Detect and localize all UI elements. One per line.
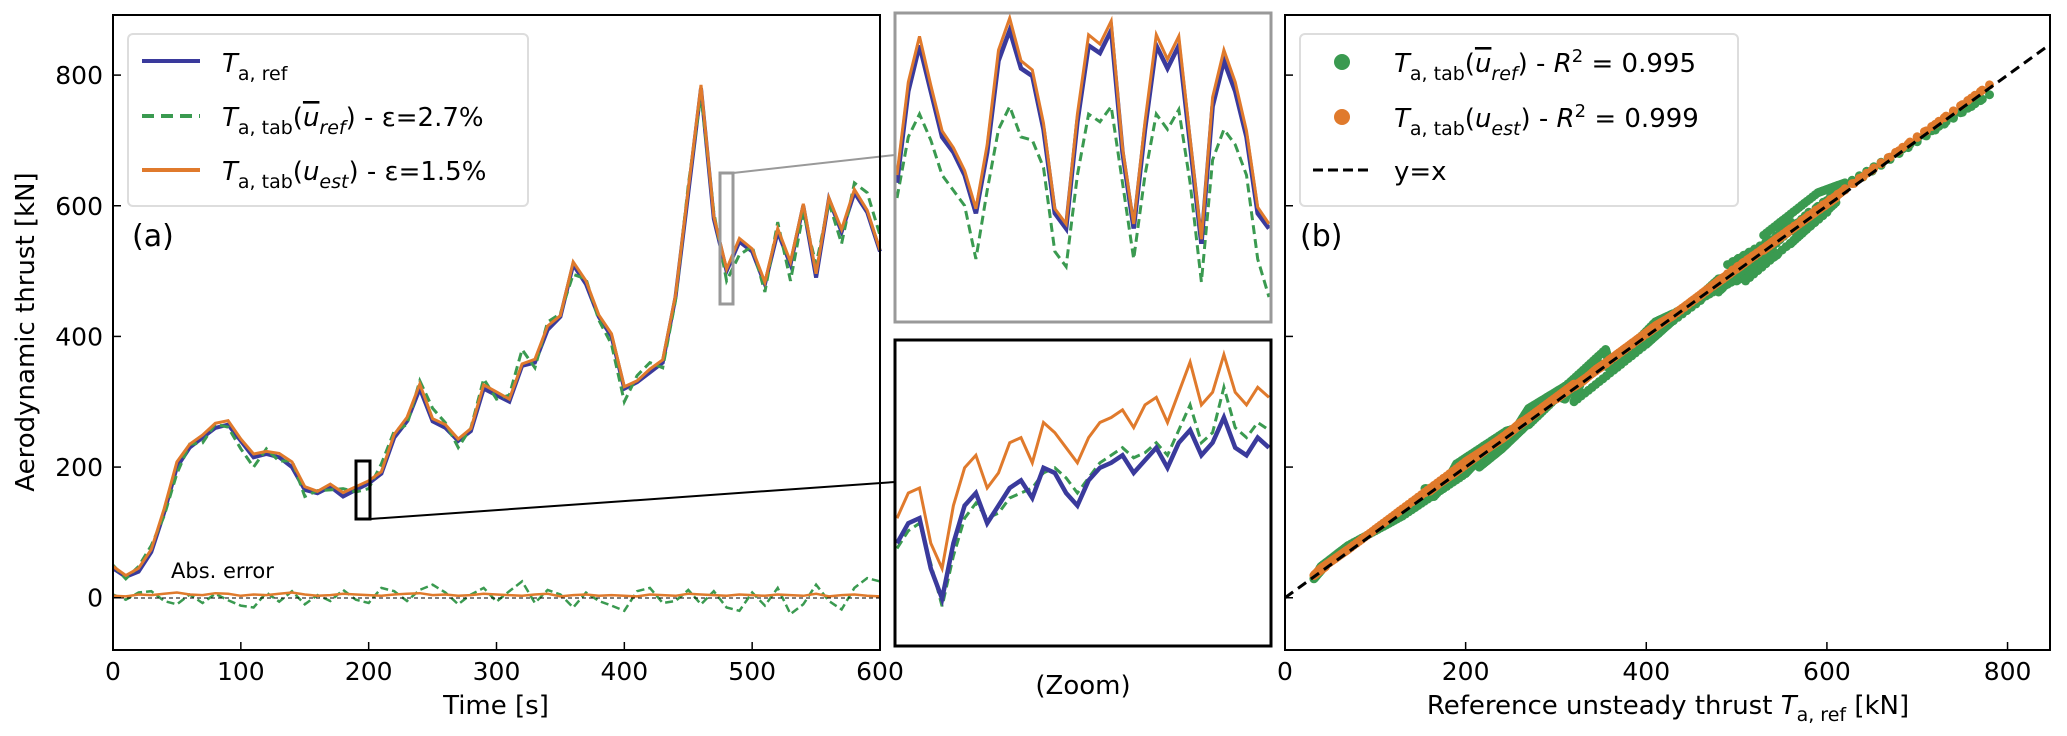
scatter-point-tab-uest: [1948, 106, 1958, 116]
scatter-point-tab-uest: [1912, 132, 1922, 142]
panel-a-error-lines: [112, 576, 881, 617]
series-line-tab-uref: [111, 94, 882, 581]
x-tick-label: 200: [1442, 657, 1490, 686]
inset-xlabel: (Zoom): [1035, 671, 1130, 701]
scatter-point-tab-uref: [1985, 90, 1994, 100]
panel-b-ticks: 0 200 400 600 800: [1277, 74, 2032, 686]
panel-a-ticks: 0 100 200 300 400 500 600 0 200 400 600 800: [55, 61, 904, 686]
x-tick-label: 0: [105, 657, 121, 686]
legend-label-ref: Ta, ref: [222, 49, 289, 85]
series-line-tab-uest: [112, 84, 882, 578]
zoom-connector-bottom: [369, 481, 896, 520]
zoom-connector-top: [732, 154, 896, 174]
x-tick-label: 600: [1803, 657, 1851, 686]
zoom-insets: (Zoom): [893, 11, 1273, 701]
panel-a-legend: Ta, ref Ta, tab(uref) - ε=2.7% Ta, tab(u…: [127, 33, 529, 207]
y-tick-label: 0: [87, 584, 103, 613]
legend-marker-tab-uref: [1334, 54, 1350, 70]
inset-line-ref: [895, 411, 1271, 607]
zoom-box-bottom: [354, 459, 372, 521]
x-tick-label: 400: [1622, 657, 1670, 686]
scatter-point-tab-uest: [1976, 87, 1985, 96]
y-equals-x-line: [1284, 43, 2051, 599]
scatter-point-tab-uest: [1696, 290, 1705, 300]
panel-a-label: (a): [132, 219, 174, 254]
panel-b: 0 200 400 600 800 (b) Reference unsteady thr…: [1277, 14, 2051, 726]
inset-line-ref: [894, 22, 1271, 245]
inset-top-lines: [894, 12, 1271, 298]
panel-b-scatter: [1309, 80, 1994, 584]
y-tick-label: 200: [55, 453, 103, 482]
inset-line-tab-uref: [895, 381, 1270, 607]
y-tick-label: 800: [55, 61, 103, 90]
scatter-point-tab-uest: [1759, 245, 1769, 255]
legend-box: [127, 33, 529, 207]
x-tick-label: 300: [473, 657, 521, 686]
error-line-tab-uref: [112, 576, 881, 617]
inset-line-tab-uref: [895, 102, 1271, 298]
x-tick-label: 400: [600, 657, 648, 686]
error-line-tab-uest: [112, 591, 881, 598]
inset-line-tab-uest: [895, 12, 1271, 240]
abs-error-annotation: Abs. error: [171, 559, 274, 583]
legend-label-tab-uref-r2: Ta, tab(uref) - R2 = 0.995: [1394, 46, 1696, 85]
y-tick-label: 600: [55, 192, 103, 221]
panel-a-lines: [111, 84, 882, 581]
x-tick-label: 500: [728, 657, 776, 686]
zoom-box-top: [718, 171, 735, 306]
inset-bottom-lines: [895, 349, 1271, 607]
legend-marker-tab-uest: [1334, 109, 1350, 125]
panel-a-ylabel: Aerodynamic thrust [kN]: [11, 172, 41, 491]
scatter-point-tab-uest: [1858, 172, 1868, 182]
panel-b-legend: Ta, tab(uref) - R2 = 0.995 Ta, tab(uest)…: [1299, 33, 1739, 207]
inset-line-tab-uest: [895, 349, 1270, 574]
inset-top-frame: [893, 11, 1273, 324]
legend-box: [1299, 33, 1739, 207]
legend-label-yx: y=x: [1394, 157, 1447, 187]
legend-label-tab-uest: Ta, tab(uest) - ε=1.5%: [222, 157, 486, 193]
inset-bottom-frame: [893, 338, 1273, 648]
panel-b-xlabel: Reference unsteady thrust Ta, ref [kN]: [1427, 691, 1909, 726]
x-tick-label: 800: [1984, 657, 2032, 686]
panel-b-label: (b): [1300, 219, 1342, 254]
legend-label-tab-uref: Ta, tab(uref) - ε=2.7%: [222, 103, 484, 139]
x-tick-label: 200: [345, 657, 393, 686]
x-tick-label: 600: [856, 657, 904, 686]
panel-a-xlabel: Time [s]: [442, 691, 549, 721]
x-tick-label: 0: [1277, 657, 1293, 686]
panel-b-frame: [1284, 14, 2051, 651]
x-tick-label: 100: [217, 657, 265, 686]
scatter-point-tab-uest: [1885, 152, 1895, 162]
panel-a: 0 100 200 300 400 500 600 0 200 400 600 800 Abs. er…: [11, 14, 904, 721]
scatter-point-tab-uref: [1759, 230, 1769, 240]
y-tick-label: 400: [55, 322, 103, 351]
legend-label-tab-uest-r2: Ta, tab(uest) - R2 = 0.999: [1394, 101, 1699, 140]
